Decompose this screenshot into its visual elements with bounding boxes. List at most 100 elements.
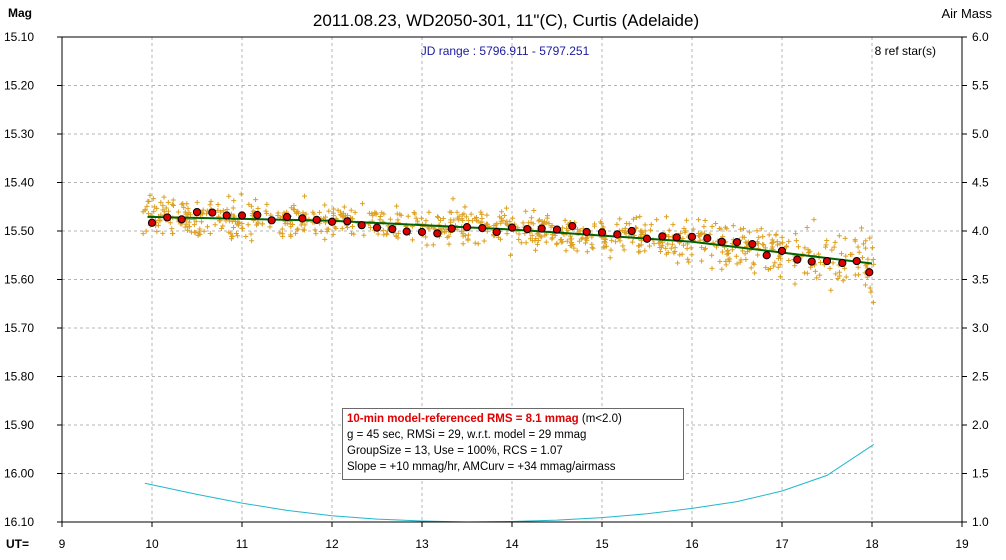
raw-point	[642, 248, 648, 254]
y-tick-label: 16.10	[4, 515, 34, 529]
x-tick-label: 18	[865, 537, 879, 551]
raw-point	[696, 217, 702, 223]
raw-point	[169, 226, 175, 232]
raw-point	[248, 203, 254, 209]
raw-point	[352, 209, 358, 215]
binned-point	[433, 229, 442, 238]
binned-point	[852, 256, 861, 266]
raw-point	[740, 248, 746, 254]
raw-point	[544, 215, 550, 221]
raw-point	[165, 199, 171, 205]
chart-title: 2011.08.23, WD2050-301, 11"(C), Curtis (…	[313, 11, 699, 30]
raw-point	[375, 231, 381, 237]
raw-point	[837, 273, 843, 279]
raw-point	[690, 226, 696, 232]
raw-point	[734, 261, 740, 267]
binned-point	[627, 226, 636, 236]
raw-point	[460, 233, 466, 239]
raw-point	[275, 210, 281, 216]
raw-point	[795, 244, 801, 250]
raw-point	[373, 210, 379, 216]
raw-point	[775, 255, 781, 261]
raw-point	[200, 207, 206, 213]
binned-point	[642, 234, 652, 243]
raw-point	[143, 228, 149, 234]
raw-point	[411, 210, 417, 216]
raw-point	[569, 236, 575, 242]
raw-point	[870, 299, 876, 305]
raw-point	[668, 245, 674, 251]
raw-point	[830, 260, 836, 266]
binned-point	[222, 211, 231, 220]
raw-point	[236, 222, 242, 228]
raw-point	[424, 242, 430, 248]
raw-point	[249, 238, 255, 244]
raw-point	[302, 227, 308, 233]
raw-point	[855, 264, 861, 270]
binned-point	[762, 251, 771, 260]
raw-point	[405, 213, 411, 219]
raw-point	[207, 202, 213, 208]
raw-point	[410, 237, 416, 243]
raw-point	[326, 208, 332, 214]
raw-point	[462, 204, 468, 210]
raw-point	[564, 225, 570, 231]
raw-point	[580, 235, 586, 241]
raw-point	[542, 219, 548, 225]
binned-point	[372, 223, 382, 232]
raw-point	[740, 234, 746, 240]
raw-point	[246, 201, 252, 207]
raw-point	[741, 226, 747, 232]
raw-point	[534, 231, 540, 237]
binned-point	[327, 217, 337, 226]
raw-point	[170, 202, 176, 208]
raw-point	[151, 208, 157, 214]
binned-point	[822, 256, 832, 266]
raw-point	[491, 223, 497, 229]
raw-point	[531, 207, 537, 213]
raw-point	[333, 226, 339, 232]
raw-point	[324, 229, 330, 235]
raw-point	[288, 232, 294, 238]
x-tick-label: 14	[505, 537, 519, 551]
raw-point	[863, 245, 869, 251]
raw-point	[398, 212, 404, 218]
raw-point	[752, 270, 758, 276]
raw-point	[468, 211, 474, 217]
raw-point	[802, 245, 808, 251]
raw-point	[197, 226, 203, 232]
raw-point	[689, 252, 695, 258]
raw-point	[669, 241, 675, 247]
raw-point	[584, 249, 590, 255]
y-tick-label: 15.30	[4, 127, 34, 141]
raw-point	[255, 205, 261, 211]
raw-point	[862, 282, 868, 288]
raw-point	[170, 230, 176, 236]
raw-point	[804, 270, 810, 276]
binned-point	[147, 218, 157, 227]
raw-point	[140, 209, 146, 215]
raw-point	[359, 201, 365, 207]
raw-point	[395, 231, 401, 237]
raw-point	[418, 215, 424, 221]
raw-point	[679, 251, 685, 257]
raw-point	[341, 213, 347, 219]
raw-point	[167, 220, 173, 226]
raw-point	[755, 252, 761, 258]
raw-point	[638, 242, 644, 248]
raw-point	[532, 238, 538, 244]
raw-point	[499, 209, 505, 215]
raw-point	[624, 220, 630, 226]
raw-point	[599, 220, 605, 226]
binned-point	[865, 268, 874, 277]
raw-point	[163, 205, 169, 211]
ref-stars-label: 8 ref star(s)	[875, 44, 936, 58]
raw-point	[855, 244, 861, 250]
raw-point	[218, 225, 224, 231]
raw-point	[758, 226, 764, 232]
raw-point	[154, 229, 160, 235]
binned-point	[687, 232, 697, 241]
raw-point	[777, 274, 783, 280]
raw-point	[663, 245, 669, 251]
